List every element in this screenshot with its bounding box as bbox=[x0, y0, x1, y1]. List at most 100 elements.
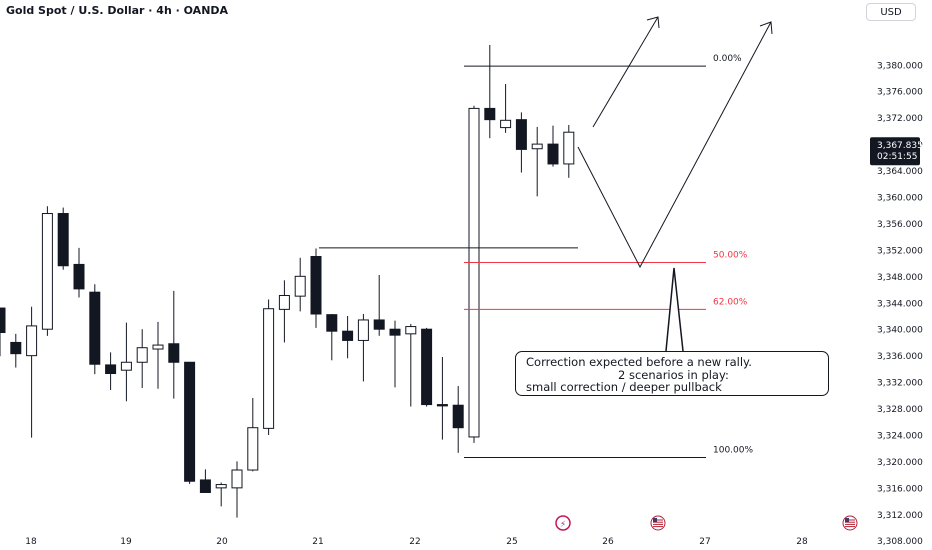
candle bbox=[500, 83, 512, 133]
candle-body bbox=[215, 484, 227, 489]
date-tick-label: 21 bbox=[312, 537, 323, 547]
candle-body bbox=[73, 263, 85, 290]
time-axis[interactable]: 18 19 20 21 22 25 26 27 28 ⚡ bbox=[25, 515, 858, 547]
candle-body bbox=[105, 364, 117, 374]
candle bbox=[263, 299, 275, 435]
candle bbox=[136, 329, 148, 389]
candle-body bbox=[263, 308, 275, 429]
candle bbox=[199, 469, 211, 493]
price-tick-label: 3,372.000 bbox=[877, 114, 923, 124]
price-tick-label: 3,308.000 bbox=[877, 537, 923, 547]
price-tick-label: 3,356.000 bbox=[877, 220, 923, 230]
candle-body bbox=[120, 361, 132, 371]
candle-body bbox=[41, 213, 53, 330]
price-tick-label: 3,336.000 bbox=[877, 352, 923, 362]
candle-body bbox=[405, 326, 417, 335]
candle-body bbox=[342, 330, 354, 341]
candle bbox=[452, 386, 464, 453]
candle-body bbox=[278, 294, 290, 310]
candle bbox=[310, 248, 322, 328]
price-tick-label: 3,364.000 bbox=[877, 167, 923, 177]
candle-body bbox=[468, 107, 480, 438]
candle bbox=[484, 44, 496, 139]
candle bbox=[89, 284, 101, 375]
candle-body bbox=[199, 479, 211, 493]
candle-body bbox=[231, 469, 243, 489]
price-tick-label: 3,324.000 bbox=[877, 431, 923, 441]
date-tick-label: 25 bbox=[506, 537, 517, 547]
candle bbox=[468, 105, 480, 443]
candle bbox=[247, 397, 259, 472]
date-tick-label: 22 bbox=[409, 537, 420, 547]
candle bbox=[421, 327, 433, 407]
drawings-layer: 0.00% 50.00% 62.00% 100.00% bbox=[319, 16, 773, 458]
event-icon-glyph: ⚡ bbox=[560, 520, 566, 530]
price-tick-label: 3,380.000 bbox=[877, 61, 923, 71]
candle bbox=[531, 126, 543, 197]
annotation-callout[interactable]: Correction expected before a new rally. … bbox=[515, 351, 829, 396]
candle-body bbox=[247, 427, 259, 471]
candle-body bbox=[152, 344, 164, 350]
candle bbox=[57, 207, 69, 270]
candle bbox=[168, 290, 180, 399]
candle bbox=[436, 356, 448, 440]
candle bbox=[515, 112, 527, 173]
last-price-badge bbox=[870, 137, 920, 166]
candle-body bbox=[373, 319, 385, 330]
candle bbox=[563, 124, 575, 178]
scenario-2-arrowhead bbox=[759, 21, 773, 35]
candle-body bbox=[184, 361, 196, 482]
candle bbox=[41, 206, 53, 336]
dividend-event-icon: ⚡ bbox=[555, 515, 571, 531]
price-tick-label: 3,312.000 bbox=[877, 511, 923, 521]
price-tick-label: 3,376.000 bbox=[877, 88, 923, 98]
candle-body bbox=[563, 131, 575, 165]
candle-body bbox=[452, 404, 464, 429]
candle-body bbox=[531, 143, 543, 150]
candle bbox=[342, 315, 354, 359]
economic-event-flag-icon bbox=[842, 515, 858, 531]
candles-layer bbox=[0, 44, 575, 518]
candle-body bbox=[26, 325, 38, 357]
date-tick-label: 27 bbox=[699, 537, 710, 547]
candle bbox=[547, 125, 559, 167]
scenario-1-arrowhead bbox=[646, 16, 660, 29]
candle bbox=[389, 320, 401, 388]
candle bbox=[231, 461, 243, 518]
candle bbox=[294, 257, 306, 312]
candle bbox=[215, 482, 227, 507]
candle-body bbox=[389, 328, 401, 336]
chart-title: Gold Spot / U.S. Dollar · 4h · OANDA bbox=[6, 4, 229, 17]
candle-body bbox=[484, 107, 496, 121]
candle-body bbox=[136, 347, 148, 363]
candle bbox=[26, 306, 38, 438]
candle bbox=[0, 307, 6, 357]
price-tick-label: 3,340.000 bbox=[877, 326, 923, 336]
date-tick-label: 28 bbox=[796, 537, 808, 547]
price-axis[interactable]: 3,308.000 3,312.000 3,316.000 3,320.000 3,32… bbox=[870, 61, 923, 547]
price-tick-label: 3,332.000 bbox=[877, 379, 923, 389]
candle-body bbox=[421, 328, 433, 406]
candle bbox=[373, 275, 385, 336]
candle bbox=[10, 333, 22, 368]
price-tick-label: 3,360.000 bbox=[877, 193, 923, 203]
annotation-line-1: Correction expected before a new rally. bbox=[526, 355, 752, 369]
candle-body bbox=[294, 275, 306, 297]
candle-body bbox=[515, 119, 527, 150]
economic-event-flag-icon bbox=[650, 515, 666, 531]
flag-icon-canton bbox=[653, 518, 657, 522]
candle bbox=[326, 314, 338, 361]
annotation-line-2: 2 scenarios in play: bbox=[618, 367, 729, 382]
fib-level-label: 0.00% bbox=[713, 54, 742, 64]
price-tick-label: 3,320.000 bbox=[877, 458, 923, 468]
candle-body bbox=[10, 341, 22, 355]
candle-body bbox=[0, 307, 6, 334]
candle-body bbox=[357, 319, 369, 341]
currency-button[interactable]: USD bbox=[866, 3, 916, 21]
price-tick-label: 3,352.000 bbox=[877, 246, 923, 256]
candle bbox=[105, 352, 117, 391]
candle-body bbox=[500, 119, 512, 129]
candle-body bbox=[436, 404, 448, 407]
date-tick-label: 20 bbox=[216, 537, 228, 547]
